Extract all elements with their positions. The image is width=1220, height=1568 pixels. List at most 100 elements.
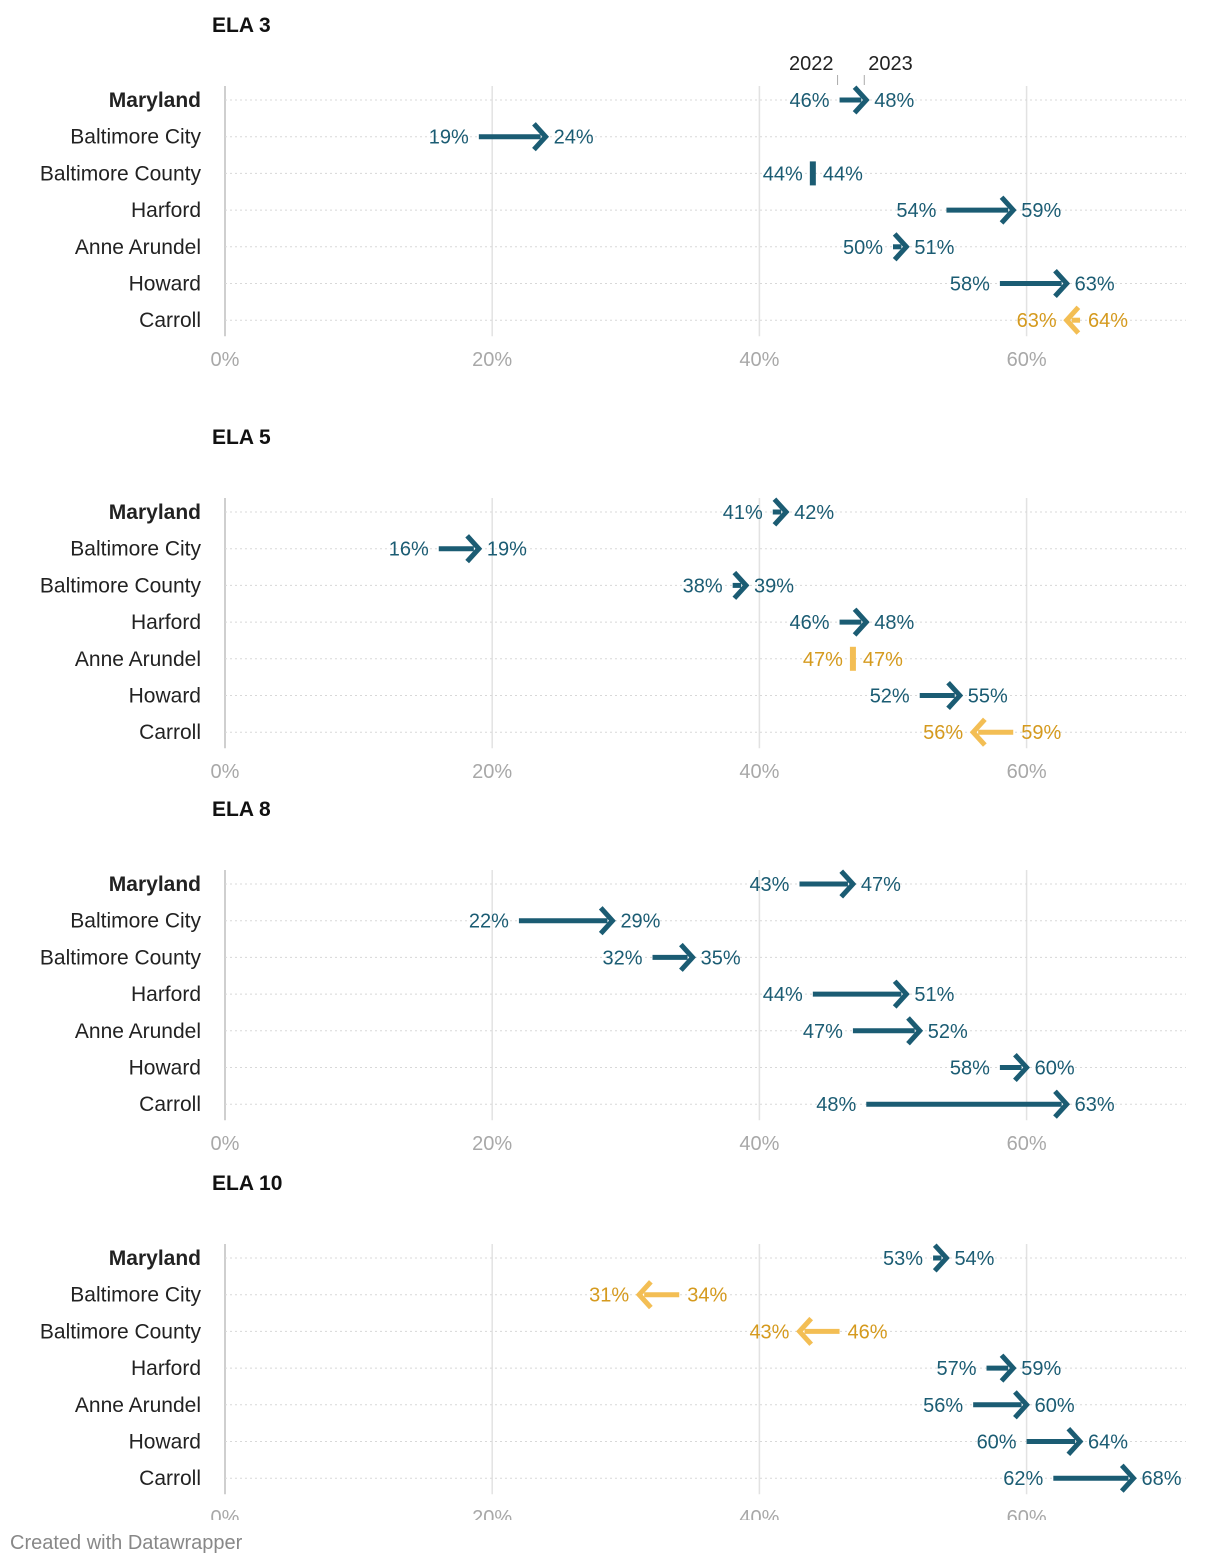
value-label-2022: 57%: [936, 1358, 976, 1380]
change-arrow-head: [969, 717, 987, 747]
row-label: Baltimore County: [40, 574, 202, 597]
x-tick-label: 40%: [739, 1507, 779, 1520]
value-label-2022: 44%: [763, 163, 803, 185]
value-label-2023: 55%: [968, 686, 1008, 708]
row-label: Carroll: [139, 1467, 201, 1490]
legend-2022-label: 2022: [789, 53, 834, 75]
change-arrow-head: [465, 534, 483, 564]
value-label-2023: 59%: [1021, 1358, 1061, 1380]
row-label: Harford: [131, 1357, 201, 1380]
value-label-2023: 56%: [923, 722, 963, 744]
row-label: Howard: [129, 273, 201, 296]
value-label-2022: 46%: [848, 1321, 888, 1343]
x-tick-label: 60%: [1007, 349, 1047, 371]
x-tick-label: 40%: [739, 1133, 779, 1155]
change-arrow-head: [679, 942, 696, 972]
x-tick-label: 0%: [211, 1507, 240, 1520]
no-change-mark: [809, 161, 816, 186]
x-tick-label: 0%: [211, 1133, 240, 1155]
row-label: Carroll: [139, 721, 201, 744]
change-arrow-head: [906, 1016, 924, 1046]
row-label: Howard: [129, 1431, 201, 1454]
credit-footer: Created with Datawrapper: [10, 1532, 243, 1554]
value-label-2022: 53%: [883, 1248, 923, 1270]
change-arrow-head: [1119, 1463, 1137, 1493]
x-tick-label: 20%: [472, 761, 512, 783]
x-tick-label: 60%: [1007, 761, 1047, 783]
x-tick-label: 40%: [739, 761, 779, 783]
x-tick-label: 60%: [1007, 1507, 1047, 1520]
value-label-2023: 19%: [487, 539, 527, 561]
chart-panel: ELA 8 0% 20% 40% 60% Maryland 43% 47% Baltimore …: [40, 798, 1186, 1155]
value-label-2023: 47%: [861, 874, 901, 896]
change-arrow-head: [1053, 268, 1071, 299]
row-label: Baltimore City: [70, 538, 201, 561]
value-label-2023: 44%: [823, 163, 863, 185]
value-label-2022: 44%: [763, 984, 803, 1006]
value-label-2023: 63%: [1075, 1094, 1115, 1116]
change-arrow-head: [839, 869, 857, 899]
row-label: Carroll: [139, 1093, 201, 1116]
row-label: Maryland: [109, 1247, 201, 1270]
chart-panel: ELA 10 0% 20% 40% 60% Maryland 53% 54% Baltimore…: [40, 1172, 1186, 1529]
value-label-2022: 43%: [749, 874, 789, 896]
value-label-2023: 64%: [1088, 1432, 1128, 1454]
value-label-2023: 39%: [754, 575, 794, 597]
row-label: Maryland: [109, 89, 201, 112]
value-label-2023: 47%: [863, 649, 903, 671]
legend-2023-label: 2023: [868, 53, 913, 75]
value-label-2023: 31%: [589, 1285, 629, 1307]
x-tick-label: 0%: [211, 349, 240, 371]
row-label: Howard: [129, 1057, 201, 1080]
change-arrow-head: [946, 680, 964, 711]
change-arrow-head: [598, 906, 616, 936]
row-label: Baltimore County: [40, 946, 202, 969]
row-label: Anne Arundel: [75, 648, 201, 671]
row-label: Harford: [131, 611, 201, 634]
value-label-2023: 51%: [914, 984, 954, 1006]
value-label-2022: 38%: [683, 575, 723, 597]
value-label-2022: 22%: [469, 911, 509, 933]
row-label: Anne Arundel: [75, 1394, 201, 1417]
change-arrow-head: [1013, 1390, 1030, 1420]
row-label: Baltimore City: [70, 1284, 201, 1307]
value-label-2023: 43%: [749, 1321, 789, 1343]
value-label-2022: 47%: [803, 1021, 843, 1043]
value-label-2023: 68%: [1141, 1468, 1181, 1490]
value-label-2023: 60%: [1035, 1395, 1075, 1417]
change-arrow-head: [892, 979, 910, 1009]
value-label-2022: 54%: [896, 200, 936, 222]
value-label-2022: 46%: [790, 612, 830, 634]
value-label-2022: 47%: [803, 649, 843, 671]
row-label: Howard: [129, 685, 201, 708]
value-label-2022: 32%: [602, 947, 642, 969]
value-label-2023: 24%: [554, 127, 594, 149]
change-arrow-head: [772, 497, 790, 527]
row-label: Baltimore County: [40, 162, 202, 185]
value-label-2023: 51%: [914, 237, 954, 259]
value-label-2022: 52%: [870, 686, 910, 708]
row-label: Anne Arundel: [75, 236, 201, 259]
value-label-2022: 41%: [723, 502, 763, 524]
x-tick-label: 60%: [1007, 1133, 1047, 1155]
row-label: Maryland: [109, 501, 201, 524]
value-label-2022: 62%: [1003, 1468, 1043, 1490]
row-label: Baltimore County: [40, 1320, 202, 1343]
panel-title: ELA 10: [212, 1172, 282, 1195]
value-label-2023: 29%: [620, 911, 660, 933]
row-label: Harford: [131, 199, 201, 222]
x-tick-label: 20%: [472, 349, 512, 371]
change-arrow-head: [796, 1316, 814, 1346]
value-label-2022: 19%: [429, 127, 469, 149]
value-label-2022: 16%: [389, 539, 429, 561]
panel-title: ELA 5: [212, 426, 271, 449]
change-arrow-head: [852, 85, 870, 115]
value-label-2023: 42%: [794, 502, 834, 524]
x-tick-label: 20%: [472, 1133, 512, 1155]
change-arrow-head: [892, 232, 910, 262]
value-label-2022: 50%: [843, 237, 883, 259]
value-label-2022: 59%: [1021, 722, 1061, 744]
chart-panel: ELA 5 0% 20% 40% 60% Maryland 41% 42% Baltimore …: [40, 426, 1186, 783]
panel-title: ELA 3: [212, 14, 271, 37]
x-tick-label: 0%: [211, 761, 240, 783]
